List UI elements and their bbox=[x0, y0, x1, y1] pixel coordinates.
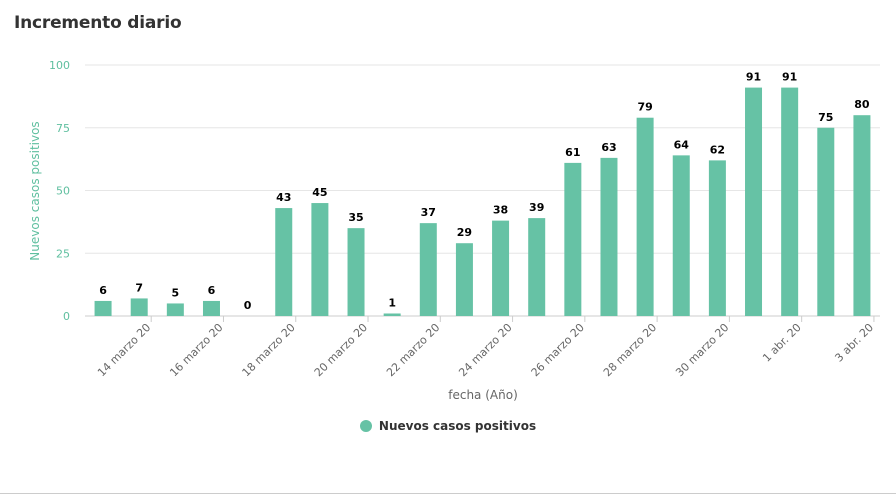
data-label: 35 bbox=[348, 211, 363, 224]
data-label: 63 bbox=[601, 141, 616, 154]
x-tick-label: 24 marzo 20 bbox=[456, 321, 514, 379]
bar[interactable] bbox=[708, 160, 726, 316]
bar[interactable] bbox=[600, 157, 618, 316]
y-tick-label: 25 bbox=[56, 247, 70, 260]
bar[interactable] bbox=[202, 300, 220, 316]
bar[interactable] bbox=[311, 203, 329, 316]
bottom-divider bbox=[0, 493, 896, 494]
bar[interactable] bbox=[383, 313, 401, 316]
x-tick-label: 18 marzo 20 bbox=[240, 321, 298, 379]
y-axis-label: Nuevos casos positivos bbox=[28, 121, 42, 260]
bar[interactable] bbox=[492, 220, 510, 316]
bar[interactable] bbox=[94, 300, 112, 316]
x-tick-label: 22 marzo 20 bbox=[384, 321, 442, 379]
data-label: 7 bbox=[135, 281, 143, 294]
bars bbox=[94, 87, 871, 317]
bar[interactable] bbox=[130, 298, 148, 316]
x-tick-label: 16 marzo 20 bbox=[167, 321, 225, 379]
bar[interactable] bbox=[672, 155, 690, 316]
bar[interactable] bbox=[817, 127, 835, 316]
data-label: 62 bbox=[710, 143, 725, 156]
data-label: 91 bbox=[782, 71, 797, 84]
x-tick-label: 14 marzo 20 bbox=[95, 321, 153, 379]
data-label: 39 bbox=[529, 201, 544, 214]
data-label: 75 bbox=[818, 111, 833, 124]
bar[interactable] bbox=[419, 223, 437, 316]
x-tick-label: 30 marzo 20 bbox=[673, 321, 731, 379]
data-label: 37 bbox=[421, 206, 436, 219]
y-tick-label: 75 bbox=[56, 122, 70, 135]
bar[interactable] bbox=[275, 208, 293, 316]
data-label: 79 bbox=[637, 101, 652, 114]
legend: Nuevos casos positivos bbox=[0, 419, 896, 433]
data-label: 43 bbox=[276, 191, 291, 204]
data-label: 1 bbox=[388, 296, 396, 309]
x-tick-label: 1 abr. 20 bbox=[760, 321, 804, 365]
data-label: 64 bbox=[674, 138, 690, 151]
data-label: 91 bbox=[746, 71, 761, 84]
y-tick-label: 0 bbox=[63, 310, 70, 323]
y-tick-label: 100 bbox=[49, 59, 70, 72]
legend-item[interactable]: Nuevos casos positivos bbox=[359, 419, 537, 433]
legend-label: Nuevos casos positivos bbox=[378, 419, 537, 433]
bar[interactable] bbox=[636, 117, 654, 317]
data-label: 45 bbox=[312, 186, 327, 199]
data-label: 5 bbox=[172, 286, 180, 299]
x-tick-label: 3 abr. 20 bbox=[832, 321, 876, 365]
y-axis-ticks: 0 25 50 75 100 bbox=[49, 59, 70, 323]
x-axis-label: fecha (Año) bbox=[448, 388, 518, 402]
data-label: 0 bbox=[244, 299, 252, 312]
bar[interactable] bbox=[455, 243, 473, 316]
x-tick-label: 28 marzo 20 bbox=[601, 321, 659, 379]
bar[interactable] bbox=[166, 303, 184, 316]
legend-dot-icon bbox=[359, 420, 372, 432]
bar[interactable] bbox=[347, 228, 365, 316]
data-label: 61 bbox=[565, 146, 580, 159]
x-tick-label: 20 marzo 20 bbox=[312, 321, 370, 379]
data-label: 38 bbox=[493, 204, 508, 217]
x-axis-ticks: 14 marzo 20 16 marzo 20 18 marzo 20 20 marz… bbox=[95, 316, 876, 379]
bar[interactable] bbox=[528, 218, 546, 316]
data-label: 29 bbox=[457, 226, 472, 239]
data-label: 6 bbox=[99, 284, 107, 297]
bar[interactable] bbox=[853, 115, 871, 316]
bar[interactable] bbox=[745, 87, 763, 316]
y-tick-label: 50 bbox=[56, 185, 70, 198]
bar[interactable] bbox=[564, 162, 582, 316]
chart-title: Incremento diario bbox=[14, 13, 182, 33]
x-tick-label: 26 marzo 20 bbox=[529, 321, 587, 379]
data-label: 80 bbox=[854, 98, 870, 111]
data-label: 6 bbox=[208, 284, 216, 297]
bar[interactable] bbox=[781, 87, 799, 316]
